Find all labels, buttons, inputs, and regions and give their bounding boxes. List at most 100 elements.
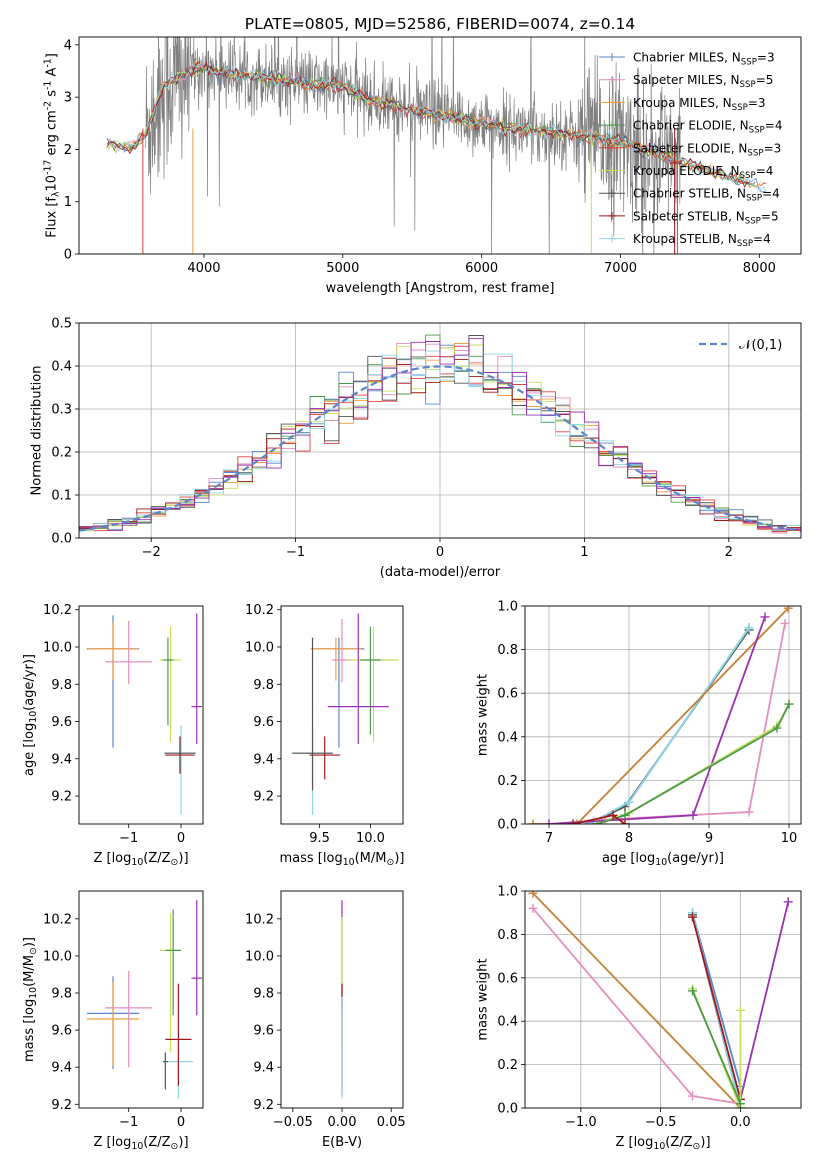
legend-entry: Salpeter ELODIE, NSSP=3 <box>633 141 781 158</box>
y-tick-label: 0.0 <box>51 532 72 547</box>
axes-frame <box>280 890 404 1109</box>
x-axis-label: Z [log10(Z/Z⊙)] <box>93 851 188 868</box>
weight-series-line <box>548 623 786 824</box>
errorbar-point <box>191 613 202 744</box>
y-tick-label: 0.4 <box>497 1015 518 1030</box>
y-tick-label: 0.6 <box>497 687 518 702</box>
y-tick-label: 0.0 <box>497 1102 518 1117</box>
x-tick-label: −1 <box>119 831 138 846</box>
y-tick-label: 9.6 <box>51 1024 72 1039</box>
errorbar-point <box>162 637 174 726</box>
x-tick-label: 0.00 <box>328 1115 357 1130</box>
weight-series-marker <box>783 897 793 907</box>
weight-series-line <box>532 892 742 1108</box>
x-axis-label: E(B-V) <box>322 1135 362 1150</box>
y-tick-label: 0.3 <box>51 403 72 418</box>
observed-spectrum-line <box>145 37 681 254</box>
y-axis-label: age [log10(age/yr)] <box>22 654 39 776</box>
x-tick-label: 2 <box>725 545 733 560</box>
spectrum-panel: 4000 5000 6000 7000 8000 0 1 2 3 4 wavelength [Ang… <box>43 15 802 296</box>
weight-series <box>688 986 745 1108</box>
normal-reference-curve <box>79 365 801 532</box>
y-tick-label: 9.4 <box>51 752 72 767</box>
errorbar-point <box>160 626 182 743</box>
y-tick-label: 10.2 <box>245 603 274 618</box>
y-tick-label: 0.0 <box>497 818 518 833</box>
weight-series <box>568 810 630 824</box>
y-tick-label: 3 <box>64 91 72 106</box>
x-tick-label: 4000 <box>187 261 220 276</box>
y-tick-label: 1.0 <box>497 600 518 615</box>
weight-series-marker <box>688 810 698 820</box>
axes-frame <box>524 605 802 825</box>
x-tick-label: 5000 <box>326 261 359 276</box>
weight-series-marker <box>592 819 602 824</box>
errorbar-point <box>86 981 140 1066</box>
y-tick-label: 0.2 <box>497 1058 518 1073</box>
weight-series <box>584 623 754 824</box>
x-tick-label: 8000 <box>743 261 776 276</box>
weight-series-marker <box>760 612 770 622</box>
residuals-plot-area <box>79 334 801 534</box>
x-axis-label: (data-model)/error <box>380 565 501 580</box>
legend: Chabrier MILES, NSSP=3 Salpeter MILES, NS… <box>599 51 782 249</box>
weight-series-marker <box>528 891 538 898</box>
weight-series-marker <box>624 797 634 807</box>
axes-frame <box>78 605 204 825</box>
errorbar-point <box>105 970 153 1068</box>
errorbar-point <box>164 743 196 769</box>
x-tick-label: −1 <box>286 545 305 560</box>
residual-histogram <box>79 338 801 532</box>
y-tick-label: 10.2 <box>245 912 274 927</box>
weight-series-line <box>533 607 789 824</box>
x-tick-label: 9.5 <box>309 831 330 846</box>
age-vs-mass-panel: 9.5 10.0 9.2 9.4 9.6 9.8 10.0 10.2 mass [log10(M… <box>245 603 404 868</box>
x-tick-label: −0.5 <box>645 1115 677 1130</box>
y-axis-label: mass [log10(M/M⊙)] <box>22 937 39 1062</box>
y-tick-label: 0.6 <box>497 971 518 986</box>
y-tick-label: 0.2 <box>51 446 72 461</box>
y-tick-label: 4 <box>64 38 72 53</box>
weight-series-marker <box>688 1091 698 1101</box>
errorbar-point <box>162 1052 168 1090</box>
axes-frame <box>524 890 802 1109</box>
weight-series-marker <box>688 912 698 922</box>
x-tick-label: 0 <box>436 545 444 560</box>
y-tick-label: 0.4 <box>497 730 518 745</box>
legend-entry: Salpeter STELIB, NSSP=5 <box>633 209 779 226</box>
y-tick-label: 10.0 <box>43 640 72 655</box>
x-tick-label: 8 <box>625 831 633 846</box>
x-axis-label: Z [log10(Z/Z⊙)] <box>93 1135 188 1152</box>
y-tick-label: 0.5 <box>51 317 72 332</box>
y-tick-label: 10.0 <box>245 640 274 655</box>
y-tick-label: 9.8 <box>253 987 274 1002</box>
x-tick-label: −1.0 <box>565 1115 597 1130</box>
x-tick-label: −1 <box>119 1115 138 1130</box>
errorbar-point <box>165 983 192 1086</box>
errorbar-point <box>327 613 389 744</box>
weight-series-marker <box>608 810 618 820</box>
weight-series <box>592 699 794 824</box>
chart-title: PLATE=0805, MJD=52586, FIBERID=0074, z=0… <box>245 15 635 33</box>
mass-vs-z-plot-area <box>86 900 202 1099</box>
legend-entry: Kroupa ELODIE, NSSP=4 <box>633 164 773 181</box>
legend-entry: Kroupa STELIB, NSSP=4 <box>633 232 771 249</box>
x-tick-label: 6000 <box>465 261 498 276</box>
y-tick-label: 10.2 <box>43 603 72 618</box>
x-tick-label: 0.05 <box>377 1115 406 1130</box>
mass-weight-vs-age-plot-area <box>528 606 794 824</box>
legend-entry: Chabrier ELODIE, NSSP=4 <box>633 119 782 136</box>
x-axis-label: mass [log10(M/M⊙)] <box>280 851 405 868</box>
y-tick-label: 10.0 <box>43 949 72 964</box>
x-tick-label: 10.0 <box>356 831 385 846</box>
weight-series <box>584 625 754 824</box>
y-tick-label: 9.8 <box>253 678 274 693</box>
y-tick-label: 9.8 <box>51 678 72 693</box>
y-tick-label: 0.8 <box>497 643 518 658</box>
x-tick-label: 0 <box>177 1115 185 1130</box>
y-tick-label: 9.2 <box>51 1098 72 1113</box>
weight-series-line <box>596 703 790 824</box>
weight-series-marker <box>572 819 582 824</box>
y-axis-label: mass weight <box>476 958 491 1040</box>
mass-vs-z-panel: −1 0 9.2 9.4 9.6 9.8 10.0 10.2 Z [log10(Z/Z⊙)] ma… <box>22 890 204 1152</box>
